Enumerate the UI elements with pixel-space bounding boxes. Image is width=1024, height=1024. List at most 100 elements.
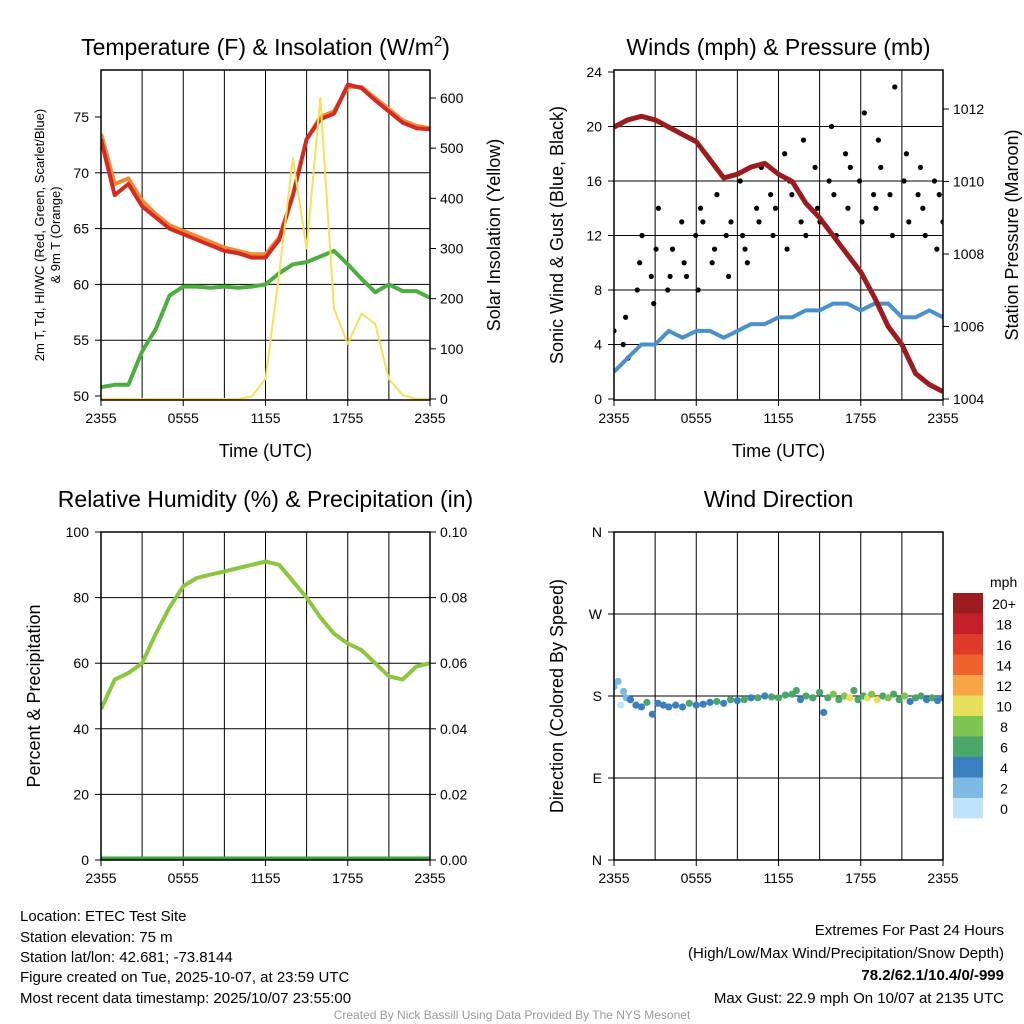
footer-right: Extremes For Past 24 Hours (High/Low/Max… — [688, 922, 1004, 1007]
series-sonic-wind — [614, 301, 943, 374]
direction-point — [699, 700, 707, 708]
plot-area — [101, 559, 430, 860]
legend-label: 6 — [1000, 740, 1008, 756]
direction-point — [692, 701, 700, 709]
y-tick-label: 40 — [73, 721, 89, 737]
gust-point — [861, 110, 867, 116]
gust-point — [634, 287, 640, 293]
gust-point — [709, 260, 715, 266]
gust-point — [742, 246, 748, 252]
gust-point — [744, 260, 750, 266]
direction-point — [761, 692, 769, 700]
direction-point — [665, 703, 673, 711]
gust-point — [798, 219, 804, 225]
y-tick-label: S — [593, 688, 602, 704]
direction-point — [643, 698, 651, 706]
y2-tick-label: 0.06 — [440, 655, 467, 671]
direction-point — [884, 694, 892, 702]
plot-frame — [613, 69, 944, 401]
direction-point — [713, 697, 721, 706]
legend-swatch — [953, 593, 983, 614]
gust-point — [737, 178, 743, 184]
direction-point — [614, 677, 622, 686]
gust-point — [917, 164, 924, 170]
gust-point — [772, 205, 779, 211]
plot-frame — [100, 69, 431, 401]
gust-point — [653, 246, 659, 252]
direction-point — [637, 703, 646, 711]
gust-point — [679, 219, 685, 225]
y-tick-label: 20 — [73, 786, 89, 802]
gust-point — [845, 205, 851, 211]
direction-point — [846, 694, 854, 702]
chart-title: Winds (mph) & Pressure (mb) — [626, 34, 930, 60]
y2-tick-label: 0.10 — [440, 524, 467, 540]
y2-tick-label: 1010 — [953, 174, 984, 190]
charts: Temperature (F) & Insolation (W/m2) 50 55 6… — [24, 33, 1022, 886]
gust-point — [770, 232, 776, 239]
gust-point — [711, 246, 718, 252]
location: Location: ETEC Test Site — [20, 908, 186, 925]
gust-point — [695, 287, 701, 293]
direction-point — [733, 696, 741, 705]
gust-point — [859, 219, 865, 225]
x-tick-label: 0555 — [681, 410, 712, 426]
gust-point — [842, 151, 849, 157]
direction-point — [868, 690, 876, 698]
y2-tick-label: 500 — [440, 140, 464, 156]
gust-point — [934, 246, 940, 252]
y-tick-label: 8 — [594, 282, 602, 298]
legend-label: 12 — [996, 678, 1012, 694]
gust-point — [620, 341, 626, 348]
y-axis-label: Percent & Precipitation — [24, 604, 44, 787]
created: Figure created on Tue, 2025-10-07, at 23… — [20, 969, 350, 986]
direction-point — [906, 697, 914, 706]
series-rh — [101, 559, 430, 710]
gust-point — [683, 273, 690, 279]
extremes-values: 78.2/62.1/10.4/0/-999 — [861, 967, 1004, 984]
gust-point — [936, 192, 942, 198]
direction-point — [796, 696, 805, 704]
y-axis-label-2: & 9m T (Orange) — [48, 186, 63, 283]
gust-point — [870, 192, 877, 198]
y2-tick-label: 0.04 — [440, 721, 467, 737]
gust-point — [655, 205, 662, 211]
direction-point — [706, 698, 714, 706]
recent-timestamp: Most recent data timestamp: 2025/10/07 2… — [20, 990, 351, 1007]
chart-title: Temperature (F) & Insolation (W/m2) — [81, 33, 450, 60]
y2-tick-label: 1008 — [953, 246, 984, 262]
gust-point — [873, 205, 879, 211]
gust-point — [651, 301, 657, 307]
gust-point — [669, 246, 676, 252]
direction-point — [890, 690, 898, 698]
y2-tick-label: 1012 — [953, 101, 984, 117]
y-tick-label: 24 — [586, 64, 602, 80]
footer-left: Location: ETEC Test Site Station elevati… — [20, 908, 351, 1007]
gust-point — [681, 260, 687, 266]
gust-point — [901, 178, 907, 184]
legend-swatch — [953, 716, 983, 737]
direction-point — [632, 701, 640, 709]
legend-label: 8 — [1000, 719, 1008, 735]
direction-point — [835, 696, 843, 704]
direction-point — [873, 696, 881, 704]
gust-point — [714, 192, 720, 198]
direction-point — [654, 699, 662, 707]
direction-point — [820, 708, 828, 717]
x-tick-label: 2355 — [85, 870, 116, 886]
legend-label: 18 — [996, 617, 1012, 633]
y2-tick-label: 100 — [440, 341, 464, 357]
y-tick-label: 16 — [586, 173, 602, 189]
legend-swatch — [953, 613, 983, 634]
gust-point — [903, 151, 910, 157]
gust-point — [665, 287, 671, 293]
legend-swatch — [953, 798, 983, 819]
chart-title: Relative Humidity (%) & Precipitation (i… — [58, 486, 473, 512]
gust-point — [667, 273, 673, 279]
x-tick-label: 2355 — [598, 410, 629, 426]
gust-point — [915, 192, 921, 198]
y-axis-label: Sonic Wind & Gust (Blue, Black) — [547, 106, 567, 364]
series-solar — [101, 97, 430, 400]
direction-point — [816, 688, 824, 696]
